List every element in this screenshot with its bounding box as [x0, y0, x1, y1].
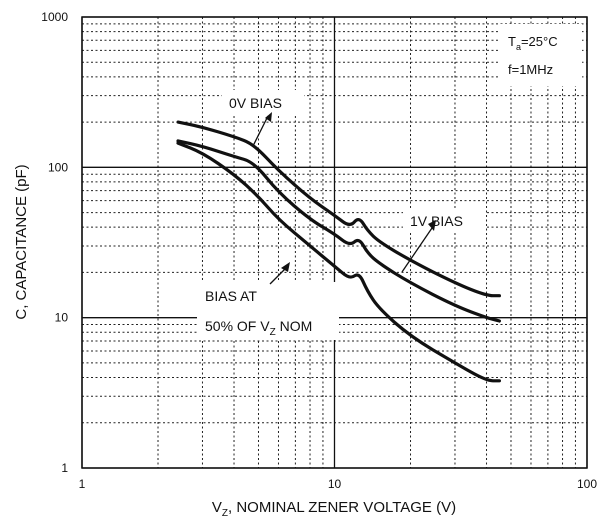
annotation-half-bias-line1: BIAS AT: [205, 288, 257, 304]
y-tick-label: 10: [55, 311, 69, 325]
annotation-1v-bias: 1V BIAS: [401, 208, 485, 273]
arrow-half-bias: [269, 267, 287, 285]
tick-labels: 1 10 100 1 10 100 1000: [41, 10, 597, 491]
series-line-2: [176, 141, 502, 383]
x-tick-label: 1: [79, 477, 86, 491]
x-tick-label: 100: [577, 477, 597, 491]
series-line-0: [176, 120, 502, 298]
y-tick-label: 100: [48, 160, 68, 174]
annotation-half-bias-line2: 50% OF VZ NOM: [205, 318, 312, 338]
annotation-0v-bias: 0V BIAS: [222, 90, 304, 147]
x-tick-label: 10: [328, 477, 342, 491]
arrowhead-half-bias: [281, 262, 290, 272]
condition-frequency: f=1MHz: [508, 62, 553, 77]
annotation-half-bias: BIAS AT 50% OF VZ NOM: [197, 262, 339, 340]
series-line-1: [176, 139, 502, 323]
plot-frame: [81, 16, 588, 469]
condition-temperature: Ta=25°C: [508, 34, 558, 52]
y-axis-title: C, CAPACITANCE (pF): [13, 164, 30, 319]
arrow-0v-bias: [252, 115, 269, 147]
arrowhead-0v-bias: [265, 112, 272, 122]
arrow-1v-bias: [401, 227, 433, 273]
arrowhead-1v-bias: [428, 220, 436, 231]
x-axis-title: VZ, NOMINAL ZENER VOLTAGE (V): [212, 499, 456, 519]
conditions-box: Ta=25°C f=1MHz: [500, 24, 582, 86]
series-lines: [176, 120, 502, 383]
annotation-1v-bias-label: 1V BIAS: [410, 213, 463, 229]
y-tick-label: 1: [61, 461, 68, 475]
y-tick-label: 1000: [41, 10, 68, 24]
annotation-0v-bias-label: 0V BIAS: [229, 95, 282, 111]
